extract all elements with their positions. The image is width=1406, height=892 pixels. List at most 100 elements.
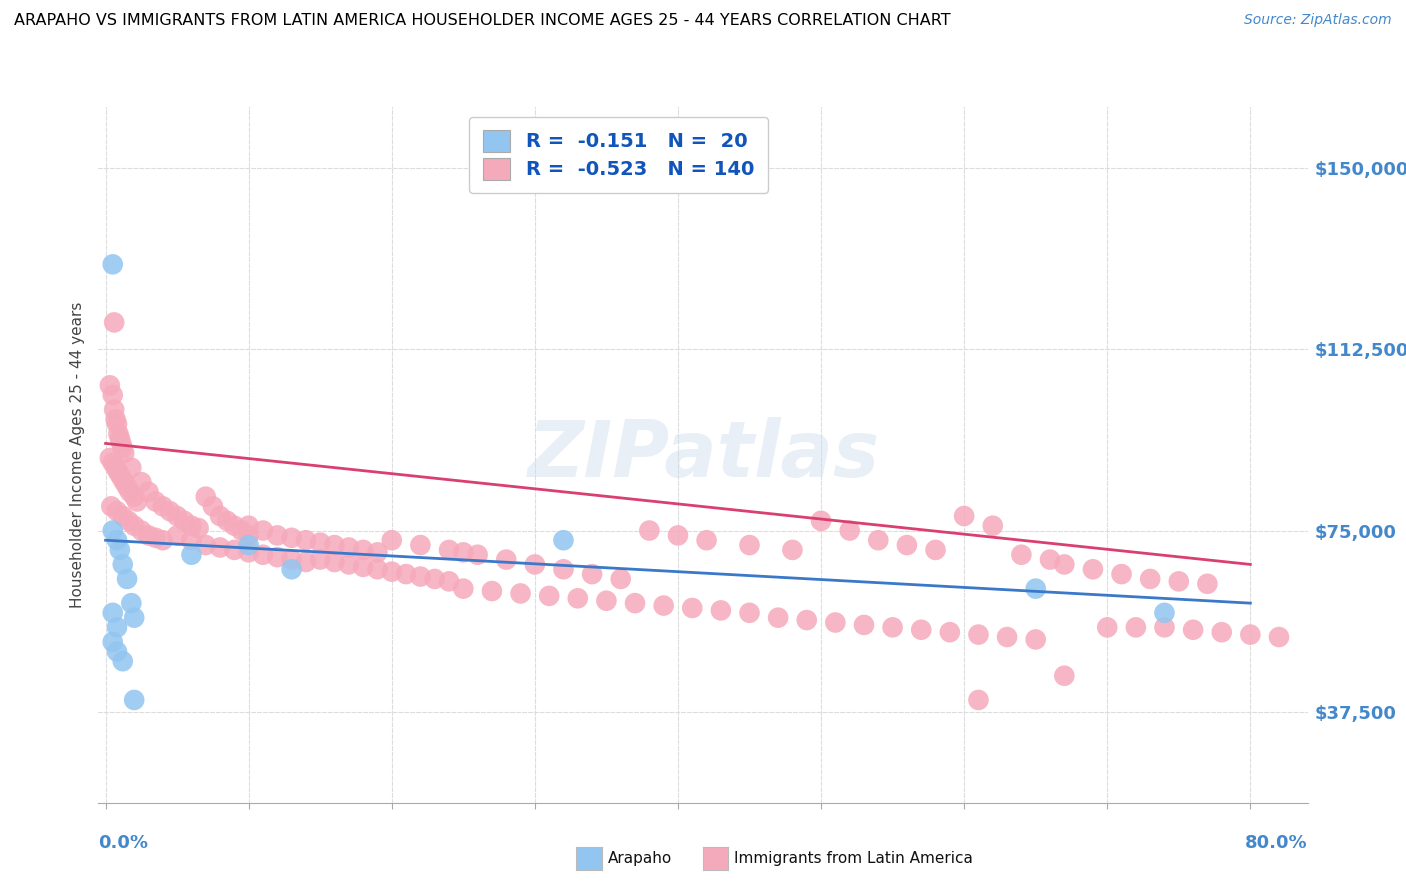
Point <box>1268 630 1291 644</box>
Point <box>152 533 174 548</box>
Point <box>481 584 503 599</box>
Point <box>567 591 589 606</box>
Point <box>381 533 404 548</box>
Text: ARAPAHO VS IMMIGRANTS FROM LATIN AMERICA HOUSEHOLDER INCOME AGES 25 - 44 YEARS C: ARAPAHO VS IMMIGRANTS FROM LATIN AMERICA… <box>14 13 950 29</box>
Point <box>666 528 689 542</box>
Point <box>194 490 217 504</box>
Point <box>145 531 167 545</box>
Point <box>105 533 128 548</box>
Point <box>112 446 135 460</box>
Point <box>105 417 128 431</box>
Point <box>173 514 195 528</box>
Point <box>953 509 976 524</box>
Text: Immigrants from Latin America: Immigrants from Latin America <box>734 851 973 865</box>
Point <box>553 533 575 548</box>
Point <box>194 538 217 552</box>
Point <box>103 402 125 417</box>
Point <box>967 627 990 641</box>
Point <box>108 542 131 557</box>
Point <box>1197 576 1219 591</box>
Point <box>108 432 131 446</box>
Point <box>352 559 374 574</box>
Point <box>509 586 531 600</box>
Point <box>523 558 546 572</box>
Point <box>782 542 804 557</box>
Point <box>238 518 260 533</box>
Point <box>152 500 174 514</box>
Point <box>924 542 946 557</box>
Point <box>1125 620 1147 634</box>
Point <box>105 644 128 658</box>
Point <box>209 541 232 555</box>
Point <box>101 456 124 470</box>
Point <box>467 548 489 562</box>
Point <box>838 524 860 538</box>
Point <box>609 572 631 586</box>
Point <box>180 518 202 533</box>
Point <box>995 630 1018 644</box>
Point <box>796 613 818 627</box>
Point <box>366 562 388 576</box>
Point <box>145 494 167 508</box>
Point <box>1097 620 1119 634</box>
Point <box>1053 669 1076 683</box>
Point <box>595 593 617 607</box>
Point <box>187 521 209 535</box>
Point <box>104 460 127 475</box>
Point <box>238 538 260 552</box>
Point <box>624 596 647 610</box>
Point <box>101 257 124 271</box>
Point <box>1039 552 1062 566</box>
Point <box>100 500 122 514</box>
Point <box>101 606 124 620</box>
Point <box>681 601 703 615</box>
Point <box>810 514 832 528</box>
Point <box>423 572 446 586</box>
Point <box>352 542 374 557</box>
Point <box>538 589 561 603</box>
Point <box>166 528 188 542</box>
Point <box>131 475 153 490</box>
Text: Arapaho: Arapaho <box>607 851 672 865</box>
Point <box>115 572 138 586</box>
Point <box>101 388 124 402</box>
Point <box>882 620 904 634</box>
Point <box>138 528 160 542</box>
Text: Source: ZipAtlas.com: Source: ZipAtlas.com <box>1244 13 1392 28</box>
Point <box>323 538 346 552</box>
Point <box>638 524 661 538</box>
Point <box>309 552 332 566</box>
Point <box>896 538 918 552</box>
Point <box>1182 623 1205 637</box>
Point <box>1153 606 1175 620</box>
Point <box>337 558 360 572</box>
Point <box>224 518 246 533</box>
Point <box>824 615 846 630</box>
Point <box>104 412 127 426</box>
Point <box>437 574 460 589</box>
Point <box>112 475 135 490</box>
Point <box>266 528 288 542</box>
Point <box>553 562 575 576</box>
Point <box>138 484 160 499</box>
Point <box>101 524 124 538</box>
Point <box>111 558 134 572</box>
Point <box>381 565 404 579</box>
Point <box>1167 574 1189 589</box>
Point <box>238 545 260 559</box>
Point <box>105 504 128 518</box>
Point <box>323 555 346 569</box>
Point <box>309 535 332 549</box>
Point <box>266 550 288 565</box>
Point <box>122 693 145 707</box>
Point <box>710 603 733 617</box>
Point <box>409 538 432 552</box>
Point <box>217 514 239 528</box>
Point <box>209 509 232 524</box>
Point <box>201 500 224 514</box>
Point <box>98 378 121 392</box>
Point <box>437 542 460 557</box>
Point <box>1010 548 1032 562</box>
Point <box>111 442 134 456</box>
Point <box>581 567 603 582</box>
